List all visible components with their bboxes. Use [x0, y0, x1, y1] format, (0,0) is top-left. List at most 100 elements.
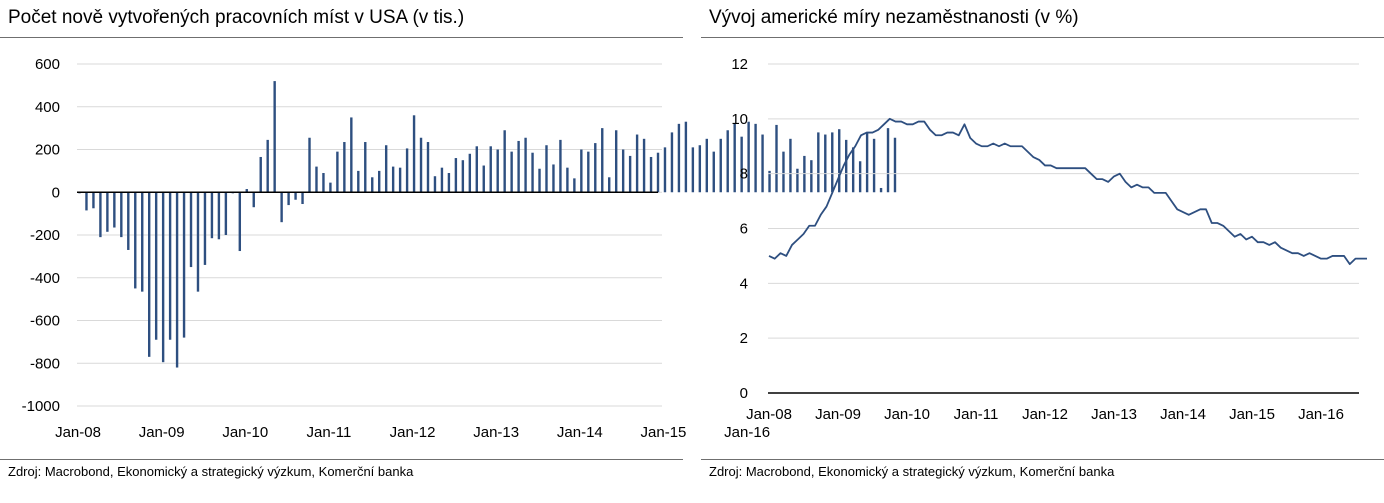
jobs-bar — [92, 192, 95, 209]
jobs-bar — [106, 192, 109, 232]
jobs-bar — [649, 156, 653, 193]
jobs-bar — [357, 170, 360, 193]
jobs-bar — [154, 192, 158, 340]
jobs-bar — [454, 158, 458, 193]
jobs-bar — [705, 138, 708, 193]
jobs-bar — [461, 160, 465, 193]
jobs-bar — [865, 133, 869, 193]
left-chart-panel: Počet nově vytvořených pracovních míst v… — [0, 0, 897, 503]
left-bottom-rule — [0, 459, 683, 460]
jobs-bar — [733, 123, 736, 193]
jobs-bar — [642, 138, 646, 193]
jobs-bar — [85, 192, 88, 211]
jobs-bar — [608, 177, 611, 193]
left-y-tick-label: 400 — [35, 99, 60, 116]
left-y-tick-label: -800 — [30, 355, 60, 372]
jobs-bar — [468, 153, 472, 193]
jobs-bar — [845, 139, 848, 193]
left-y-tick-label: -600 — [30, 313, 60, 330]
left-chart-title: Počet nově vytvořených pracovních míst v… — [8, 7, 465, 28]
jobs-bar — [273, 81, 276, 193]
jobs-bar — [663, 147, 667, 193]
left-y-tick-label: 200 — [35, 142, 60, 159]
jobs-bar — [287, 192, 290, 206]
left-x-tick-label: Jan-14 — [557, 424, 603, 441]
jobs-bar — [768, 170, 771, 193]
jobs-bar — [391, 166, 395, 193]
jobs-bar — [796, 168, 799, 193]
jobs-bar — [726, 130, 729, 193]
jobs-bar — [893, 137, 897, 193]
jobs-bar — [141, 192, 144, 292]
jobs-bar — [182, 192, 186, 338]
jobs-bar — [817, 132, 820, 193]
right-x-tick-label: Jan-11 — [954, 406, 999, 423]
jobs-bar — [775, 124, 778, 193]
unemployment-line-chart: 12 10 8 6 4 2 0 Jan-08 Jan-09 Jan-10 Jan-11 Jan-12 J… — [731, 56, 1367, 423]
left-y-tick-label: 600 — [35, 56, 60, 73]
jobs-bar — [580, 149, 583, 193]
right-y-tick-label: 10 — [731, 111, 748, 128]
jobs-bar — [175, 192, 179, 368]
jobs-bar — [280, 192, 283, 223]
jobs-bar — [517, 140, 520, 193]
jobs-bar — [336, 151, 339, 193]
jobs-bar — [824, 134, 827, 193]
jobs-bar — [719, 138, 722, 193]
jobs-bar — [433, 176, 437, 193]
jobs-bar — [308, 137, 311, 193]
jobs-bar — [148, 192, 151, 357]
jobs-bar — [858, 161, 862, 193]
jobs-bar — [496, 149, 499, 193]
jobs-bar — [217, 192, 221, 240]
jobs-bar — [127, 192, 130, 250]
jobs-bar — [120, 192, 123, 238]
jobs-bar — [684, 121, 688, 193]
jobs-bar — [594, 143, 597, 193]
unemployment-line — [768, 117, 1367, 266]
right-x-tick-label: Jan-16 — [1298, 406, 1344, 423]
jobs-bar — [343, 142, 346, 193]
right-x-tick-label: Jan-09 — [815, 406, 861, 423]
jobs-bar — [538, 168, 541, 193]
right-y-tick-label: 4 — [740, 275, 748, 292]
left-x-tick-label: Jan-15 — [641, 424, 687, 441]
jobs-bar — [378, 170, 381, 193]
right-y-tick-label: 8 — [740, 166, 748, 183]
jobs-bar — [322, 173, 325, 193]
jobs-bar — [113, 192, 116, 228]
left-top-rule — [0, 37, 683, 38]
right-top-rule — [701, 37, 1384, 38]
jobs-bar — [315, 166, 318, 193]
left-y-tick-label: 0 — [52, 184, 60, 201]
jobs-bar — [656, 152, 660, 193]
jobs-bar — [482, 165, 485, 193]
jobs-bar — [489, 146, 492, 193]
jobs-bar — [552, 164, 555, 193]
jobs-bar — [670, 132, 674, 193]
jobs-bar — [886, 128, 890, 193]
jobs-bar — [189, 192, 193, 268]
jobs-bar — [754, 123, 757, 193]
jobs-bar — [161, 192, 165, 363]
jobs-bar — [419, 137, 423, 193]
left-y-tick-label: -200 — [30, 227, 60, 244]
jobs-bar — [510, 151, 513, 193]
jobs-bar — [691, 147, 695, 193]
jobs-bar — [134, 192, 137, 289]
jobs-bar — [259, 156, 262, 193]
jobs-bar — [329, 182, 332, 193]
right-bottom-rule — [701, 459, 1384, 460]
right-x-tick-label: Jan-10 — [884, 406, 930, 423]
jobs-bar — [621, 149, 625, 193]
jobs-bar — [364, 142, 367, 193]
right-x-tick-label: Jan-08 — [746, 406, 792, 423]
left-x-tick-label: Jan-11 — [307, 424, 352, 441]
jobs-bar — [628, 155, 632, 193]
jobs-bar — [196, 192, 200, 292]
jobs-bar — [545, 145, 548, 193]
jobs-bar — [587, 151, 590, 193]
jobs-bar — [740, 136, 743, 193]
jobs-bar — [635, 134, 639, 193]
